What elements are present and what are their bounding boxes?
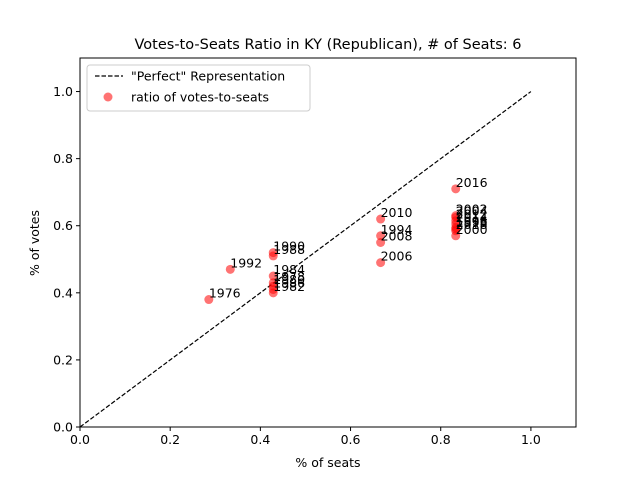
perfect-representation-line [79,91,532,428]
data-point [268,288,278,298]
point-label: 2002 [456,202,488,217]
x-tick-label: 1.0 [521,432,541,447]
x-tick-label: 0.8 [431,432,451,447]
data-point [376,231,386,241]
axes-frame [79,57,577,428]
y-tick-label: 0.0 [53,420,73,435]
data-point [451,231,461,241]
point-label: 1980 [273,272,305,287]
point-label: 1984 [273,262,305,277]
y-tick-label: 0.4 [53,285,73,300]
point-label: 1994 [381,222,413,237]
point-label: 2016 [456,175,488,190]
legend-label: ratio of votes-to-seats [131,90,269,105]
data-point [376,238,386,247]
point-label: 2014 [456,210,488,225]
point-label: 1976 [209,286,241,301]
point-label: 2008 [381,229,413,244]
legend: "Perfect" Representation ratio of votes-t… [86,64,311,112]
legend-box [86,64,311,112]
point-label: 1996 [456,213,488,228]
y-tick-label: 0.8 [53,151,73,166]
point-label: 2012 [456,207,488,222]
data-point [225,264,235,274]
chart-title: Votes-to-Seats Ratio in KY (Republican),… [135,37,522,53]
data-point [204,295,214,305]
data-point [376,258,386,268]
x-axis-label: % of seats [295,455,360,470]
legend-circle-swatch [103,92,113,102]
data-point [268,251,278,261]
point-label: 2000 [456,222,488,237]
point-label: 1978 [273,269,305,284]
legend-label: "Perfect" Representation [131,69,285,84]
data-point [451,184,461,194]
point-label: 1990 [273,239,305,254]
point-label: 2010 [381,205,413,220]
point-label: 2004 [456,203,488,218]
y-tick-label: 0.2 [53,352,73,367]
x-tick-label: 0.0 [70,432,90,447]
point-label: 2018 [456,217,488,232]
point-label: 2006 [381,249,413,264]
y-tick-label: 1.0 [53,84,73,99]
point-label: 1986 [273,275,305,290]
y-tick-label: 0.6 [53,218,73,233]
data-point [376,214,386,224]
x-tick-label: 0.2 [160,432,180,447]
y-axis-label: % of votes [27,210,42,276]
point-label: 1982 [273,279,305,294]
x-tick-label: 0.4 [250,432,270,447]
data-point [268,271,278,281]
point-label: 1992 [230,255,262,270]
x-tick-label: 0.6 [341,432,361,447]
point-label: 1988 [273,242,305,257]
point-label: 1998 [456,215,488,230]
